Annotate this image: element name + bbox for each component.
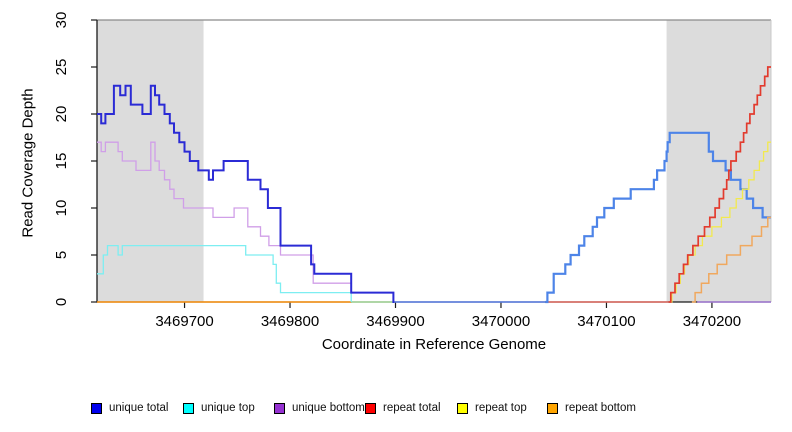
series-line-unique-total: [97, 84, 395, 303]
series-line-repeat-top: [669, 141, 771, 303]
legend-item-repeat-top: repeat top: [457, 399, 527, 417]
legend-swatch: [183, 402, 194, 414]
legend-label: repeat top: [475, 402, 527, 414]
x-tick-label: 3469900: [366, 313, 424, 330]
legend-label: repeat total: [383, 402, 441, 414]
x-tick-label: 3469700: [155, 313, 213, 330]
y-axis-label: Read Coverage Depth: [19, 88, 37, 238]
legend-swatch: [547, 402, 558, 414]
y-tick-label: 0: [53, 298, 70, 306]
legend-item-unique-total: unique total: [91, 399, 168, 417]
series-line-unique-top: [97, 244, 352, 302]
x-tick-label: 3470100: [577, 313, 635, 330]
legend-item-unique-bottom: unique bottom: [274, 399, 365, 417]
series-line-repeat-total: [668, 66, 771, 303]
series-line-unique-total: [545, 131, 771, 304]
legend-swatch: [91, 402, 102, 414]
series-line-unique-bottom: [97, 141, 395, 303]
legend-swatch: [365, 402, 376, 414]
legend-label: unique top: [201, 402, 255, 414]
y-tick-label: 10: [53, 200, 70, 217]
legend-label: repeat bottom: [565, 402, 636, 414]
x-tick-label: 3470000: [472, 313, 530, 330]
legend-swatch: [457, 402, 468, 414]
legend-item-unique-top: unique top: [183, 399, 255, 417]
legend-swatch: [274, 402, 285, 414]
legend-label: unique bottom: [292, 402, 365, 414]
legend: unique total unique top unique bottom repea…: [0, 399, 792, 421]
series-line-repeat-bottom: [691, 216, 771, 303]
x-tick-label: 3469800: [261, 313, 319, 330]
y-tick-label: 5: [53, 251, 70, 259]
y-tick-label: 30: [53, 12, 70, 29]
y-tick-label: 20: [53, 106, 70, 123]
y-tick-label: 15: [53, 153, 70, 170]
legend-label: unique total: [109, 402, 169, 414]
x-tick-label: 3470200: [683, 313, 741, 330]
legend-item-repeat-bottom: repeat bottom: [547, 399, 636, 417]
legend-item-repeat-total: repeat total: [365, 399, 441, 417]
y-tick-label: 25: [53, 59, 70, 76]
x-axis-label: Coordinate in Reference Genome: [321, 336, 547, 353]
